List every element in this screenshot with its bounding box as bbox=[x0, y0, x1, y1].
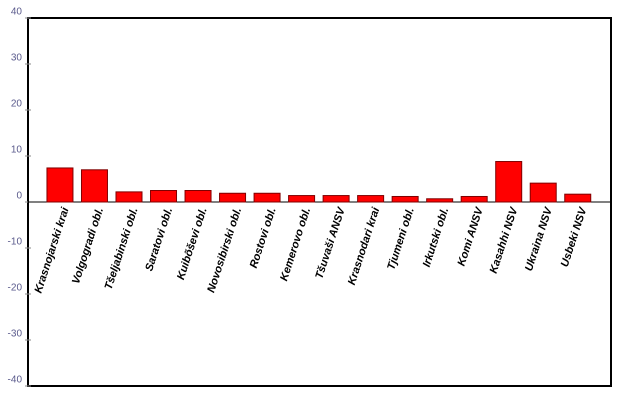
bar bbox=[46, 167, 74, 203]
x-tick-label: Krasnojarski krai bbox=[33, 205, 72, 295]
x-tick-label: Ukraina NSV bbox=[523, 205, 555, 273]
y-tick-label: 20 bbox=[11, 99, 23, 110]
bar bbox=[219, 192, 247, 203]
y-tick-label: -40 bbox=[8, 375, 23, 386]
x-tick-label: Tšuvaši ANSV bbox=[313, 205, 348, 281]
bar bbox=[150, 190, 178, 203]
y-tick-label: 30 bbox=[11, 53, 23, 64]
x-tick-label: Irkutski obl. bbox=[421, 206, 451, 268]
bar bbox=[564, 193, 592, 203]
x-tick-label: Volgogradi obl. bbox=[70, 206, 106, 285]
x-tick-label: Rostovi obl. bbox=[248, 206, 279, 270]
bar bbox=[391, 195, 419, 203]
x-tick-label: Kuibõševi obl. bbox=[175, 206, 210, 281]
x-tick-label: Kasahhi NSV bbox=[488, 205, 521, 275]
y-tick-label: -10 bbox=[8, 237, 23, 248]
x-tick-label: Tšeljabinski obl. bbox=[103, 206, 141, 291]
y-tick-label: -30 bbox=[8, 329, 23, 340]
y-tick-label: 10 bbox=[11, 145, 23, 156]
bar bbox=[184, 190, 212, 203]
bar bbox=[115, 191, 143, 203]
bar bbox=[426, 198, 454, 203]
bar bbox=[357, 195, 385, 203]
x-tick-label: Komi ANSV bbox=[456, 205, 487, 268]
bar bbox=[288, 195, 316, 203]
x-tick-label: Kemerovo obl. bbox=[278, 206, 313, 282]
x-tick-label: Saratovi obl. bbox=[143, 206, 175, 273]
x-tick-label: Tjumeni obl. bbox=[385, 206, 416, 271]
bar bbox=[80, 169, 108, 203]
y-tick-label: 40 bbox=[11, 7, 23, 18]
bar bbox=[529, 182, 557, 203]
bar bbox=[495, 161, 523, 203]
y-tick-label: 0 bbox=[16, 191, 22, 202]
bar bbox=[253, 192, 281, 203]
bar bbox=[460, 195, 488, 203]
x-tick-label: Novosibirski obl. bbox=[205, 206, 244, 294]
x-tick-label: Usbeki NSV bbox=[559, 205, 590, 269]
bar bbox=[322, 195, 350, 203]
y-tick-label: -20 bbox=[8, 283, 23, 294]
x-tick-label: Krasnodari krai bbox=[346, 205, 383, 286]
